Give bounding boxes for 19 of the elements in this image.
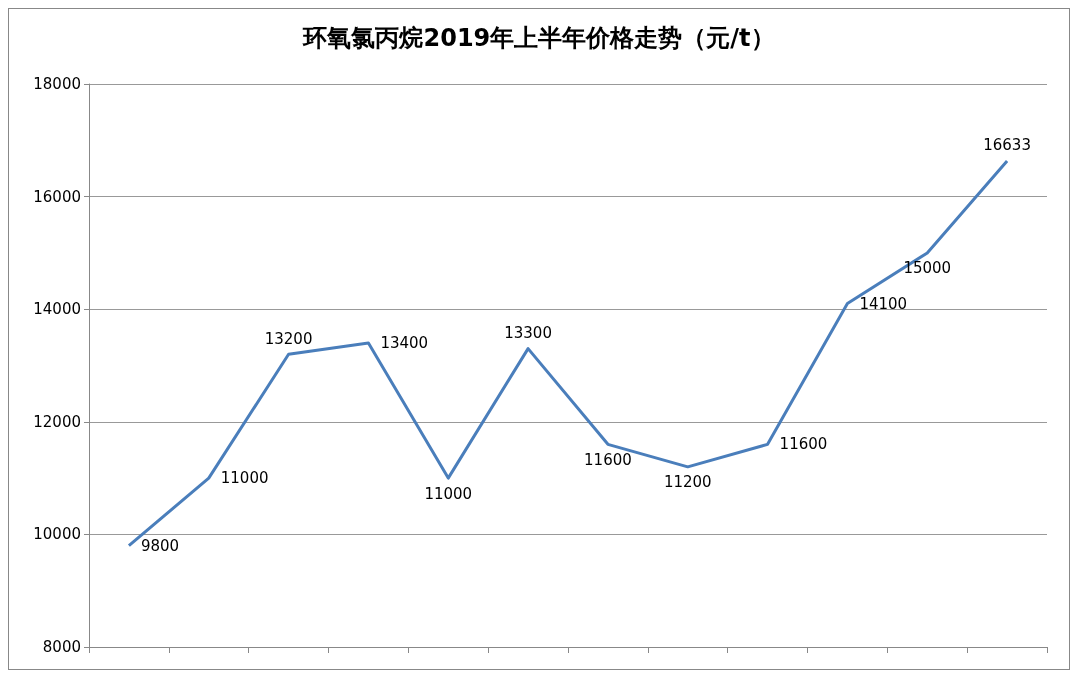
- data-label: 14100: [859, 294, 908, 313]
- data-label: 16633: [983, 136, 1031, 155]
- data-label: 13400: [380, 333, 429, 352]
- data-label: 11000: [424, 484, 473, 503]
- data-label: 9800: [140, 536, 180, 555]
- chart-title: 环氧氯丙烷2019年上半年价格走势（元/t）: [302, 24, 775, 52]
- data-label: 11600: [779, 435, 828, 454]
- y-tick-label: 12000: [33, 412, 81, 431]
- data-label: 15000: [903, 259, 952, 278]
- y-tick-label: 8000: [42, 638, 81, 656]
- data-label: 11600: [584, 450, 632, 469]
- data-label: 11000: [220, 469, 269, 488]
- y-tick-label: 14000: [33, 300, 81, 319]
- data-label: 13300: [504, 324, 552, 343]
- y-tick-label: 16000: [33, 187, 81, 206]
- data-label: 11200: [663, 473, 712, 492]
- y-tick-label: 10000: [33, 525, 81, 544]
- data-label: 13200: [264, 329, 313, 348]
- y-tick-label: 18000: [33, 75, 81, 93]
